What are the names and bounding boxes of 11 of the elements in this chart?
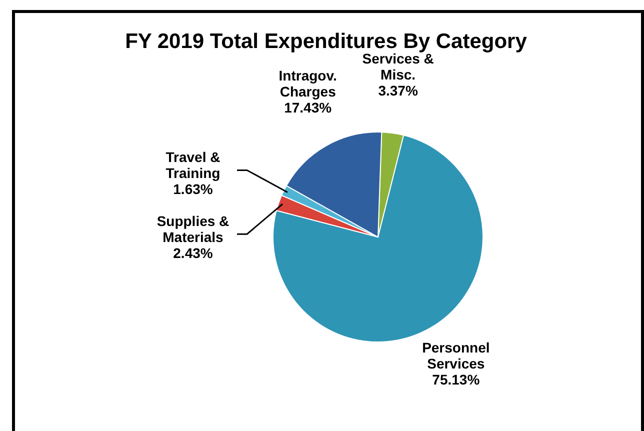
slice-label: Intragov. Charges xyxy=(278,67,337,100)
data-label: 17.43% xyxy=(284,99,332,116)
pie-slice xyxy=(272,134,484,342)
slice-label: Supplies & Materials xyxy=(156,213,230,246)
chart-title: FY 2019 Total Expenditures By Category xyxy=(124,30,528,53)
data-label: 3.37% xyxy=(378,82,418,98)
slice-label: Personnel Services xyxy=(422,340,490,372)
data-label: 2.43% xyxy=(173,245,214,262)
data-label: 1.63% xyxy=(173,181,214,198)
data-label: 75.13% xyxy=(432,372,480,388)
slice-label: Travel & Training xyxy=(166,149,220,182)
